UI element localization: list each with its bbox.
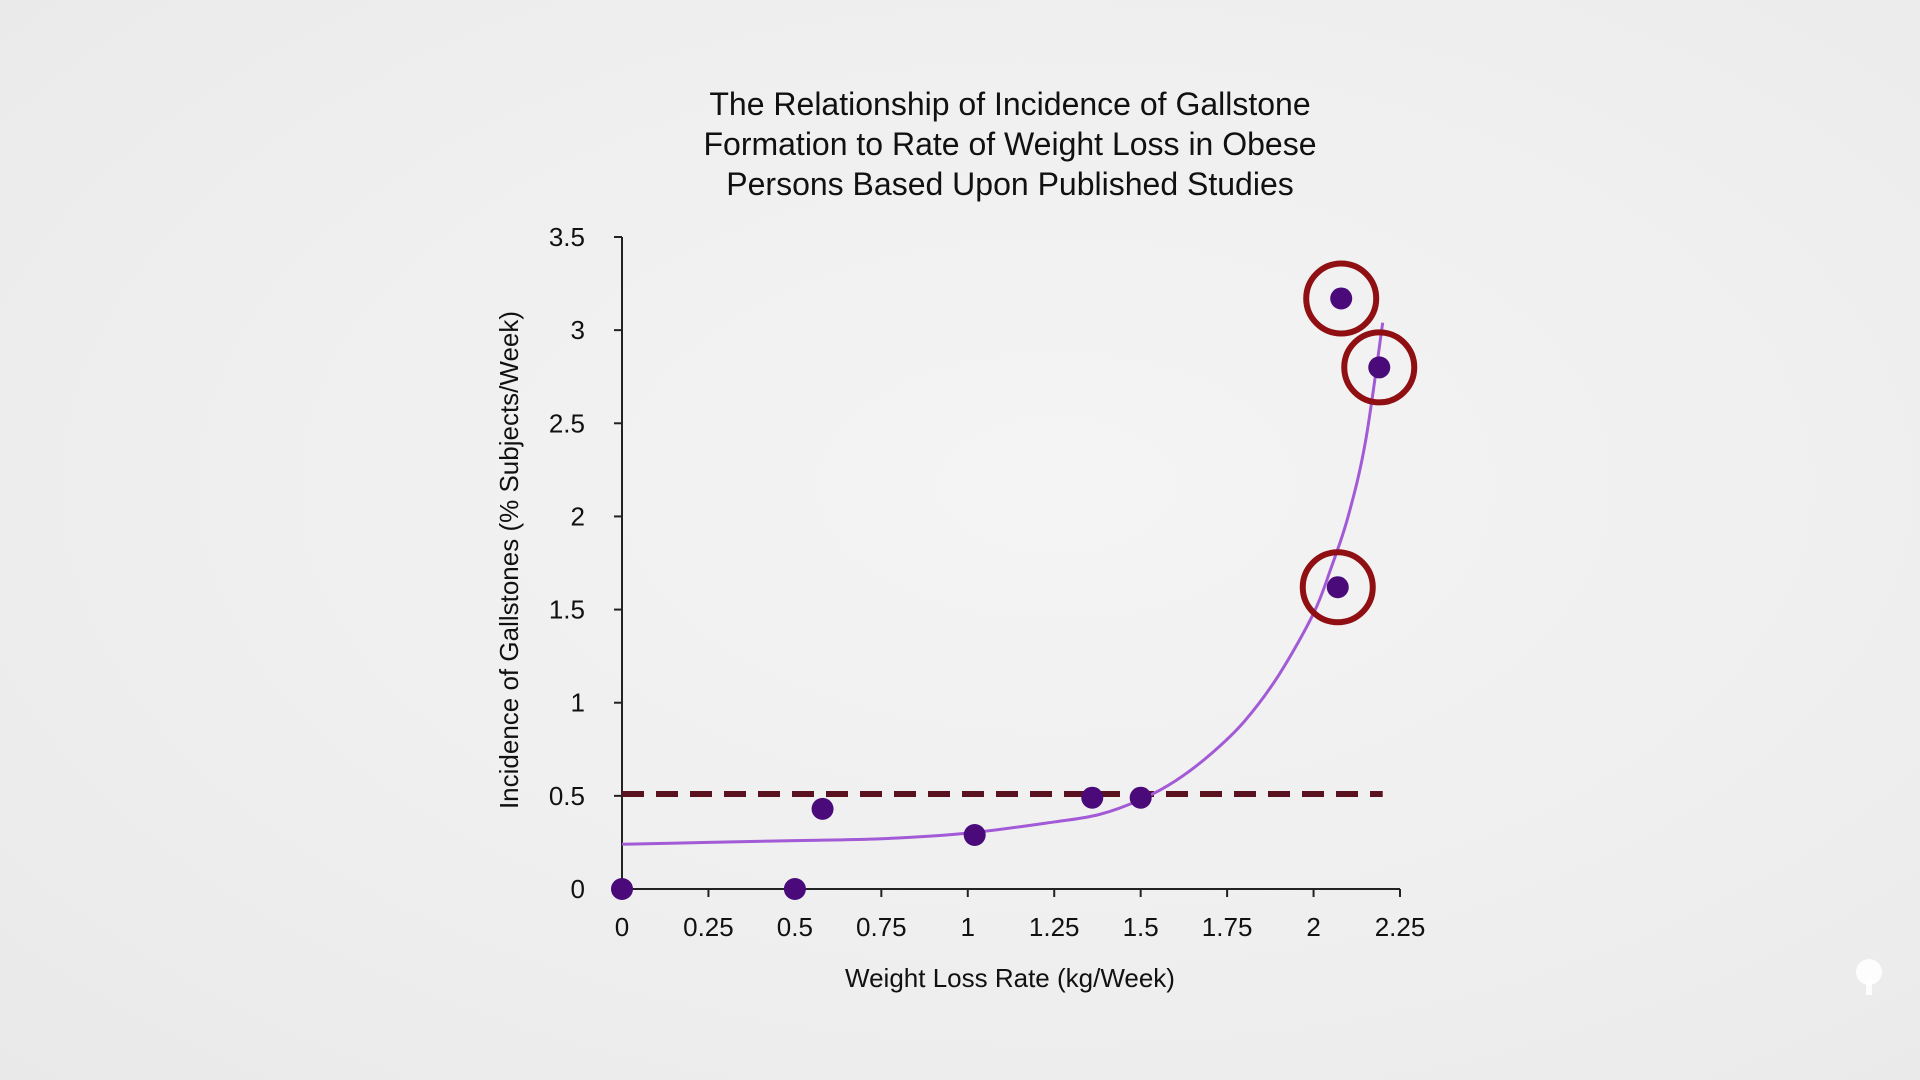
data-points-group [611,260,1418,900]
y-tick-label: 2.5 [549,408,585,438]
y-axis-label: Incidence of Gallstones (% Subjects/Week… [494,311,524,809]
x-tick-label: 0.75 [856,912,907,942]
data-point [1129,786,1152,809]
axes: 0 0.5 1 1.5 2 2.5 3 3.5 0 0.25 0.5 0.75 1 1.25 1.5 1.75… [549,222,1425,942]
data-point [1081,786,1104,809]
y-tick-label: 1.5 [549,595,585,625]
chart-title-line-2: Formation to Rate of Weight Loss in Obes… [703,126,1317,162]
x-tick-label: 2 [1306,912,1320,942]
highlight-circle [1303,260,1380,337]
y-tick-label: 3 [571,315,585,345]
data-point [1326,576,1349,599]
x-tick-label: 1.25 [1029,912,1080,942]
data-point [611,878,633,900]
highlight-circle [1341,329,1418,406]
data-point [963,823,986,846]
y-tick-label: 3.5 [549,222,585,252]
y-tick-label: 2 [571,501,585,531]
tree-logo-icon [1856,959,1882,995]
x-tick-label: 2.25 [1375,912,1426,942]
x-axis-label: Weight Loss Rate (kg/Week) [845,963,1175,993]
highlight-circle [1299,549,1376,626]
x-tick-label: 1.5 [1123,912,1159,942]
y-tick-label: 0.5 [549,781,585,811]
data-point [1368,356,1391,379]
data-point [1330,287,1353,310]
data-point [811,797,834,820]
chart-title: The Relationship of Incidence of Gallsto… [560,84,1460,204]
y-tick-label: 1 [571,688,585,718]
x-tick-label: 1 [961,912,975,942]
y-tick-label: 0 [571,874,585,904]
x-tick-label: 0.5 [777,912,813,942]
x-tick-label: 0.25 [683,912,734,942]
data-point [783,878,806,900]
trend-curve-group [621,322,1385,846]
x-tick-label: 0 [615,912,629,942]
trend-curve [621,322,1385,846]
chart-title-line-1: The Relationship of Incidence of Gallsto… [709,86,1311,122]
chart-title-line-3: Persons Based Upon Published Studies [726,166,1294,202]
x-tick-label: 1.75 [1202,912,1253,942]
